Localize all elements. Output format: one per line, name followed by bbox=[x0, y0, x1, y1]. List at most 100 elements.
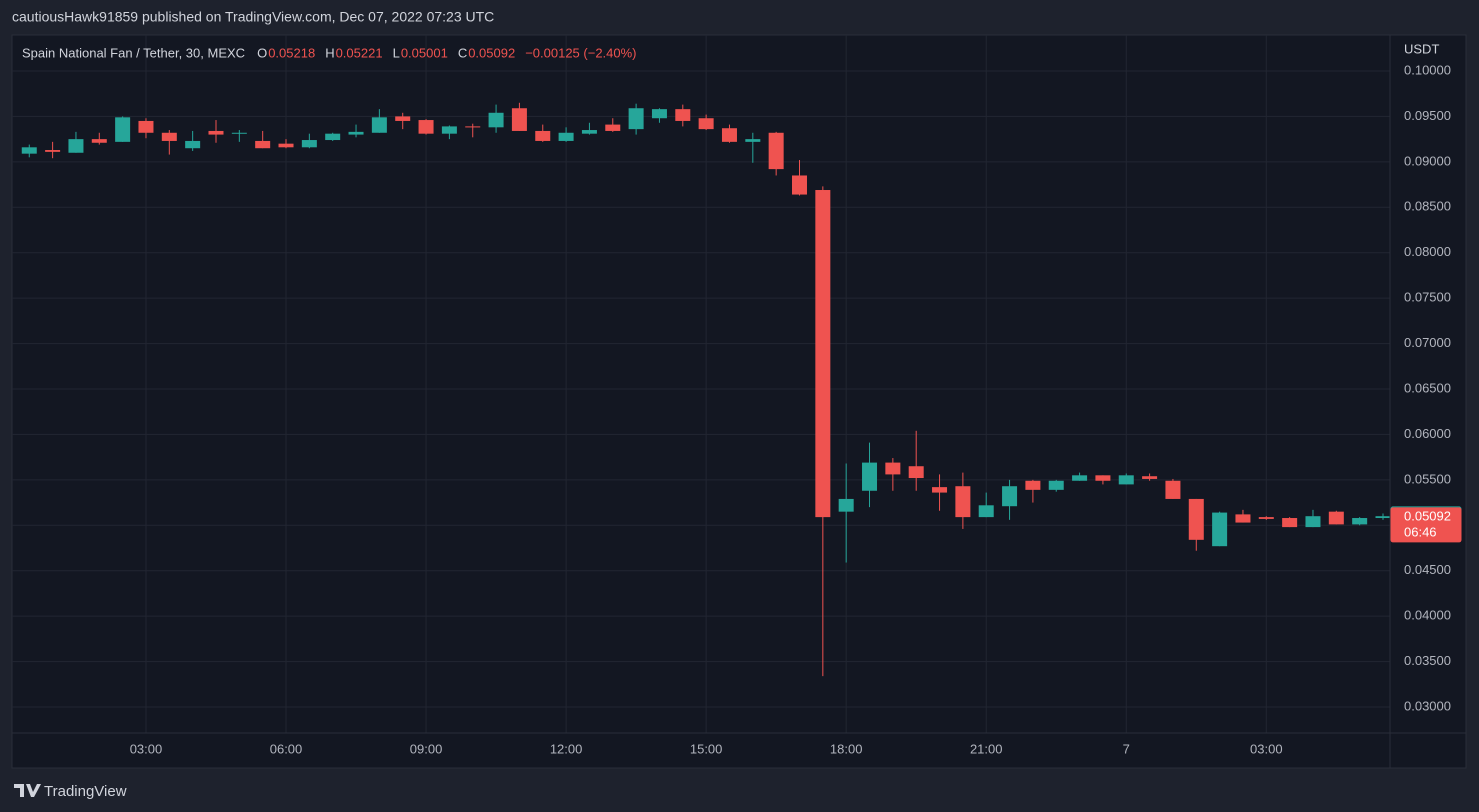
candle-body bbox=[791, 175, 807, 195]
candle-body bbox=[1235, 514, 1251, 523]
candle-body bbox=[161, 132, 177, 141]
candle-body bbox=[628, 108, 644, 130]
legend-value: 0.05221 bbox=[336, 45, 383, 60]
candle-body bbox=[1212, 512, 1228, 547]
candle-body bbox=[1095, 475, 1111, 481]
plot-area bbox=[12, 35, 1391, 733]
candle-body bbox=[1352, 518, 1368, 525]
countdown: 06:46 bbox=[1404, 524, 1437, 539]
candle-body bbox=[91, 139, 107, 143]
attribution: cautiousHawk91859 published on TradingVi… bbox=[12, 9, 494, 25]
candle-body bbox=[278, 143, 294, 148]
candle-body bbox=[1328, 511, 1344, 525]
candle-body bbox=[535, 130, 551, 141]
y-tick-label: 0.04500 bbox=[1404, 562, 1451, 577]
x-tick-label: 03:00 bbox=[130, 741, 163, 756]
candle-body bbox=[581, 130, 597, 134]
symbol-name: Spain National Fan / Tether, 30, MEXC bbox=[22, 45, 245, 60]
logo-icon bbox=[14, 784, 41, 797]
x-tick-label: 21:00 bbox=[970, 741, 1003, 756]
y-tick-label: 0.10000 bbox=[1404, 62, 1451, 77]
x-tick-label: 7 bbox=[1123, 741, 1130, 756]
x-tick-label: 15:00 bbox=[690, 741, 723, 756]
candle-body bbox=[885, 462, 901, 475]
candle-body bbox=[651, 109, 667, 119]
candle-body bbox=[1305, 516, 1321, 528]
candle-body bbox=[932, 487, 948, 493]
candle-body bbox=[68, 139, 84, 153]
candle-body bbox=[488, 112, 504, 128]
candle-body bbox=[208, 130, 224, 135]
candle-body bbox=[301, 140, 317, 148]
legend-key: H bbox=[325, 45, 334, 60]
candle-body bbox=[441, 126, 457, 134]
candle-body bbox=[1118, 475, 1134, 485]
y-tick-label: 0.09000 bbox=[1404, 153, 1451, 168]
candle-body bbox=[1025, 480, 1041, 490]
legend-value: 0.05001 bbox=[401, 45, 448, 60]
candle-body bbox=[371, 117, 387, 133]
x-tick-label: 03:00 bbox=[1250, 741, 1283, 756]
x-tick-label: 12:00 bbox=[550, 741, 583, 756]
candle-body bbox=[231, 132, 247, 134]
y-tick-label: 0.06500 bbox=[1404, 380, 1451, 395]
candle-body bbox=[21, 147, 37, 154]
candle-body bbox=[1188, 498, 1204, 540]
axis-unit: USDT bbox=[1404, 41, 1439, 56]
y-tick-label: 0.07500 bbox=[1404, 290, 1451, 305]
candle-body bbox=[255, 140, 271, 149]
candle-body bbox=[1072, 475, 1088, 481]
x-tick-label: 18:00 bbox=[830, 741, 863, 756]
candle-body bbox=[1002, 486, 1018, 507]
legend-value: 0.05092 bbox=[468, 45, 515, 60]
candle-body bbox=[418, 120, 434, 134]
y-tick-label: 0.03500 bbox=[1404, 653, 1451, 668]
candle-body bbox=[815, 190, 831, 518]
candle-body bbox=[1258, 517, 1274, 519]
brand: TradingView bbox=[44, 783, 127, 800]
candle-body bbox=[185, 140, 201, 149]
candle-body bbox=[465, 126, 481, 128]
candle-body bbox=[45, 150, 61, 152]
candle-body bbox=[558, 132, 574, 141]
legend-value: 0.05218 bbox=[268, 45, 315, 60]
candle-body bbox=[1142, 476, 1158, 479]
candle-body bbox=[955, 486, 971, 518]
y-tick-label: 0.08000 bbox=[1404, 244, 1451, 259]
tradingview-logo: TradingView bbox=[14, 783, 127, 800]
candle-body bbox=[1048, 480, 1064, 490]
candle-body bbox=[838, 498, 854, 512]
candle-body bbox=[115, 117, 131, 142]
y-tick-label: 0.03000 bbox=[1404, 698, 1451, 713]
x-tick-label: 09:00 bbox=[410, 741, 443, 756]
x-tick-label: 06:00 bbox=[270, 741, 303, 756]
legend-key: C bbox=[458, 45, 467, 60]
y-tick-label: 0.08500 bbox=[1404, 199, 1451, 214]
candle-body bbox=[511, 108, 527, 131]
candle-body bbox=[978, 505, 994, 518]
y-tick-label: 0.07000 bbox=[1404, 335, 1451, 350]
candle-body bbox=[862, 462, 878, 491]
y-tick-label: 0.04000 bbox=[1404, 608, 1451, 623]
y-tick-label: 0.09500 bbox=[1404, 108, 1451, 123]
candle-body bbox=[605, 124, 621, 131]
candle-body bbox=[138, 120, 154, 133]
y-tick-label: 0.05500 bbox=[1404, 471, 1451, 486]
candle-body bbox=[768, 132, 784, 170]
candle-body bbox=[395, 116, 411, 121]
candle-body bbox=[908, 466, 924, 479]
candle-body bbox=[1165, 480, 1181, 499]
legend-change: −0.00125 (−2.40%) bbox=[525, 45, 636, 60]
legend-key: O bbox=[257, 45, 267, 60]
candle-body bbox=[698, 118, 714, 130]
candle-body bbox=[1375, 516, 1391, 519]
legend-key: L bbox=[393, 45, 400, 60]
chart-panel bbox=[11, 34, 1467, 769]
y-tick-label: 0.06000 bbox=[1404, 426, 1451, 441]
candle-body bbox=[325, 133, 341, 141]
candle-body bbox=[721, 128, 737, 142]
candle-body bbox=[675, 109, 691, 121]
candle-body bbox=[745, 139, 761, 142]
